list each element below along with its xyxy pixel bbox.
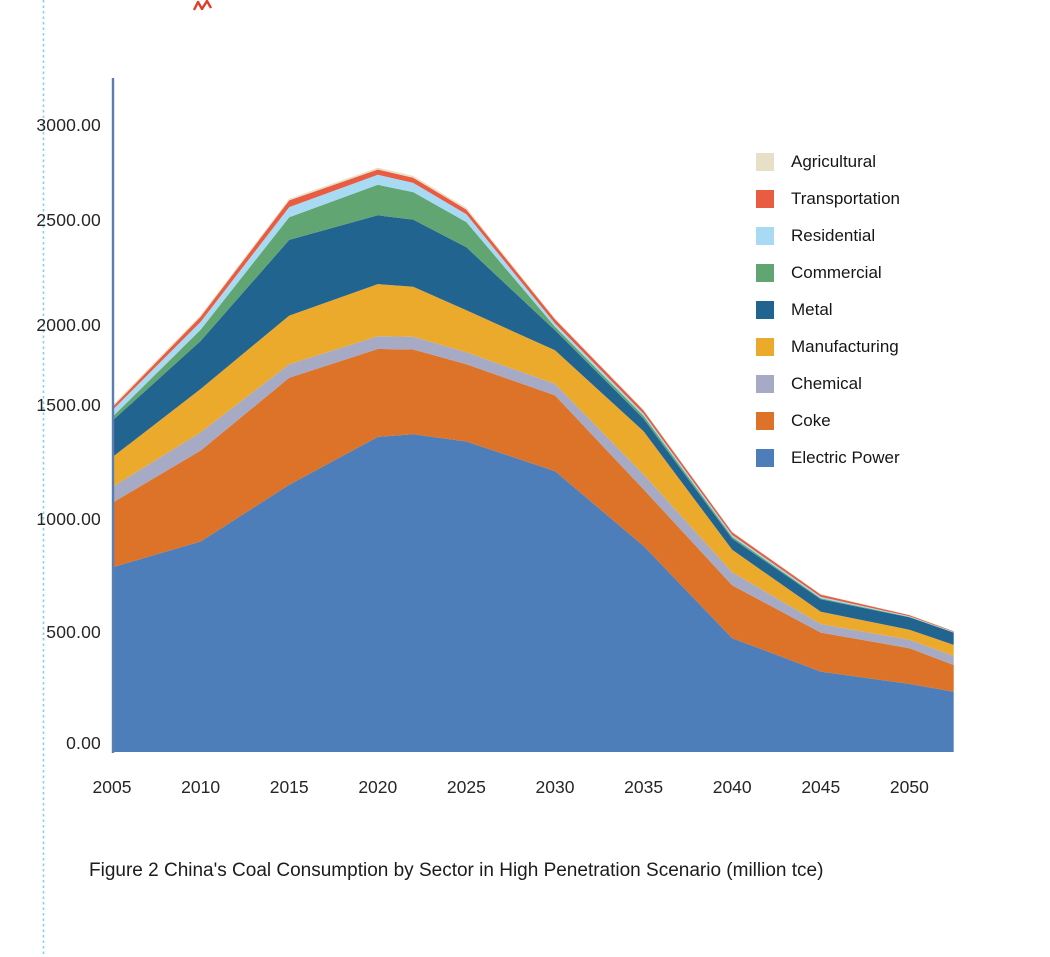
red-scribble-mark xyxy=(192,0,213,11)
legend-label: Electric Power xyxy=(791,447,900,467)
legend-swatch xyxy=(756,374,774,393)
legend-label: Metal xyxy=(791,299,833,319)
x-tick-label: 2005 xyxy=(92,777,132,797)
legend-swatch xyxy=(756,226,774,245)
legend-swatch xyxy=(756,411,774,430)
x-tick-label: 2035 xyxy=(624,777,664,797)
legend-swatch xyxy=(756,263,774,282)
x-tick-label: 2030 xyxy=(535,777,575,797)
x-tick-label: 2050 xyxy=(889,777,929,797)
legend-swatch xyxy=(756,189,774,208)
legend-label: Coke xyxy=(791,410,831,430)
x-tick-label: 2010 xyxy=(181,777,221,797)
y-tick-label: 500.00 xyxy=(46,621,101,642)
x-tick-label: 2020 xyxy=(358,777,398,797)
y-tick-label: 2000.00 xyxy=(36,315,101,335)
legend-item-manufacturing: Manufacturing xyxy=(756,328,900,365)
legend-swatch xyxy=(756,337,774,356)
legend-item-coke: Coke xyxy=(756,402,900,439)
legend-item-metal: Metal xyxy=(756,291,900,328)
legend-label: Agricultural xyxy=(791,151,877,171)
x-tick-label: 2040 xyxy=(712,777,752,797)
x-tick-label: 2045 xyxy=(801,777,841,797)
legend-item-electric-power: Electric Power xyxy=(756,439,900,476)
legend-swatch xyxy=(756,448,774,467)
x-tick-label: 2025 xyxy=(446,777,486,797)
legend-item-transportation: Transportation xyxy=(756,180,900,217)
legend-label: Transportation xyxy=(791,188,900,208)
legend-label: Chemical xyxy=(791,373,862,393)
legend-label: Manufacturing xyxy=(791,336,899,356)
area-coke xyxy=(112,349,954,692)
y-tick-label: 1000.00 xyxy=(36,509,101,529)
y-tick-label: 1500.00 xyxy=(36,395,101,415)
legend-item-chemical: Chemical xyxy=(756,365,900,402)
y-tick-label: 3000.00 xyxy=(36,115,101,135)
legend-item-residential: Residential xyxy=(756,217,900,254)
figure-caption: Figure 2 China's Coal Consumption by Sec… xyxy=(89,860,824,881)
legend-swatch xyxy=(756,300,774,319)
y-tick-label: 2500.00 xyxy=(36,210,101,230)
legend-item-agricultural: Agricultural xyxy=(756,143,900,180)
chart-legend: Agricultural Transportation Residential Com… xyxy=(756,143,900,476)
legend-label: Residential xyxy=(791,225,876,245)
y-tick-label: 0.00 xyxy=(66,733,101,753)
legend-label: Commercial xyxy=(791,262,882,282)
area-electric-power xyxy=(112,434,954,752)
area-chemical xyxy=(112,336,954,665)
legend-swatch xyxy=(756,152,774,171)
x-tick-label: 2015 xyxy=(269,777,309,797)
legend-item-commercial: Commercial xyxy=(756,254,900,291)
area-manufacturing xyxy=(112,284,954,656)
